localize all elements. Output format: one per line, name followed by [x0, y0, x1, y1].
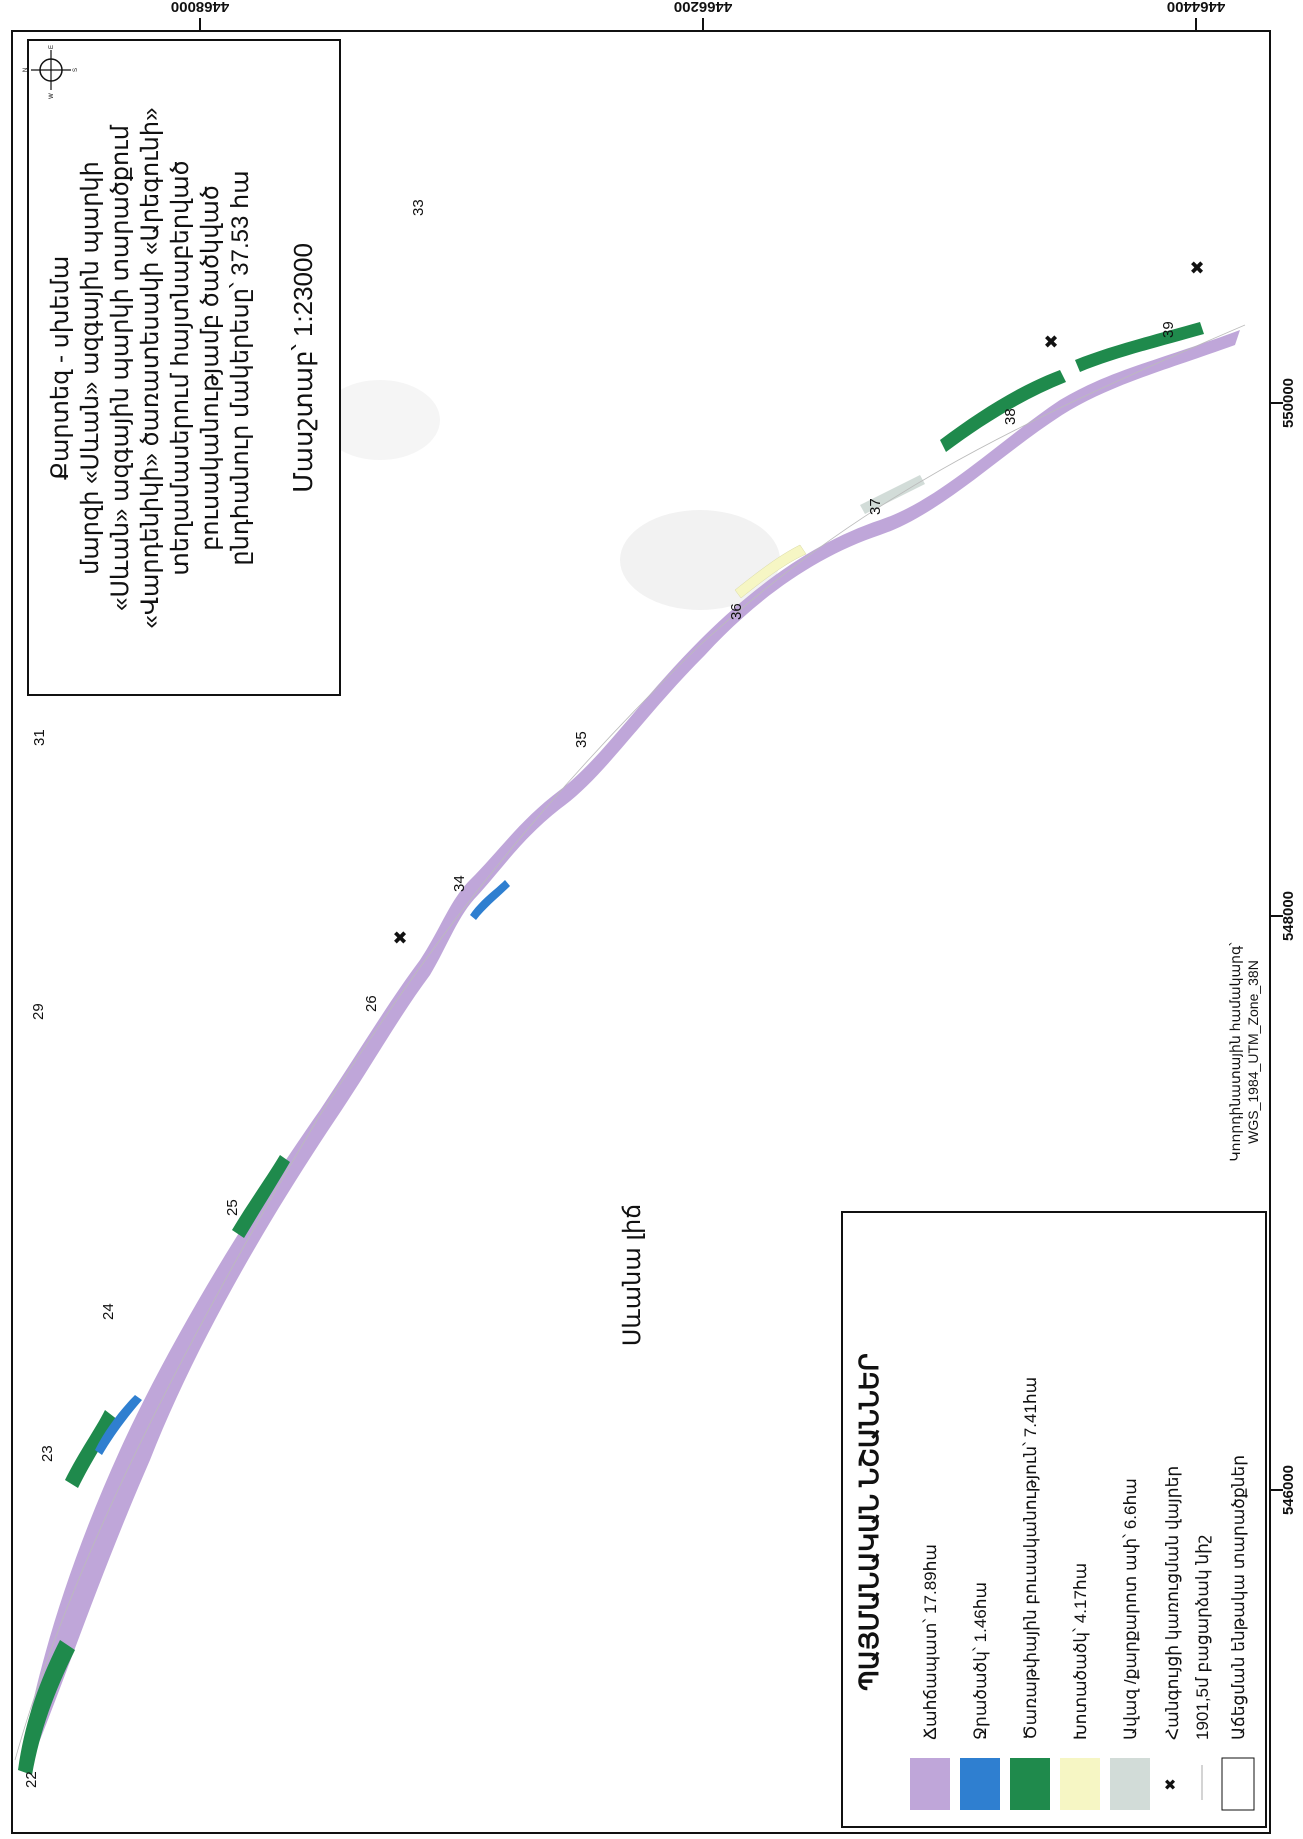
- legend-swatch-sand: [1110, 1758, 1150, 1810]
- grass-area: [734, 544, 807, 599]
- northing-label-2: 4466200: [674, 0, 732, 15]
- plot-number: 37: [867, 498, 884, 515]
- legend-label: Ավազ /քարքարոտ ափ՝ 6.6հա: [1121, 1478, 1140, 1740]
- north-arrow-icon: N E S W: [23, 45, 79, 99]
- legend-label: 1901,5մ բացարձակ նիշ: [1193, 1535, 1212, 1740]
- legend-label: Հանգույցի կառուցման վայրեր: [1163, 1466, 1182, 1740]
- plot-number: 24: [100, 1303, 117, 1320]
- title-line: Քարտեզ - սխեմա: [47, 256, 74, 480]
- plot-number: 25: [224, 1199, 241, 1216]
- projection-line: WGS_1984_UTM_Zone_38N: [1245, 960, 1261, 1144]
- legend-swatch-water: [960, 1758, 1000, 1810]
- easting-label-3: 550000: [1280, 378, 1297, 428]
- legend-swatch-grass: [1060, 1758, 1100, 1810]
- sand-shore-area: [860, 475, 925, 514]
- plot-number: 38: [1002, 408, 1019, 425]
- plot-number: 39: [1160, 321, 1177, 338]
- legend-label: Աճեցման ենթակա տարածքներ: [1229, 1455, 1248, 1740]
- legend-label: Ջրածածկ՝ 1.46հա: [971, 1582, 990, 1740]
- legend-swatch-empty: [1221, 1757, 1255, 1811]
- plot-number: 22: [23, 1771, 40, 1788]
- title-box: Քարտեզ - սխեմա մարզի «Սևան» ազգային պարկ…: [27, 39, 341, 696]
- compass-letter: E: [49, 45, 55, 49]
- title-line: ընդհանուր մակերեսը՝ 37.53 հա: [227, 170, 254, 565]
- plot-number: 33: [410, 199, 427, 216]
- title-line: տեղամասերում հայտնաբերված: [167, 160, 194, 575]
- x-mark-icon: ✖: [392, 928, 407, 948]
- plot-number: 34: [451, 875, 468, 892]
- plot-number: 23: [39, 1445, 56, 1462]
- water-covered-area: [470, 880, 510, 920]
- shrub-vegetation-area: [940, 370, 1066, 452]
- plot-number: 36: [728, 603, 745, 620]
- shrub-vegetation-area: [1075, 322, 1204, 372]
- plot-number: 29: [30, 1003, 47, 1020]
- title-line: բուսականությամբ ծածկված: [197, 185, 224, 551]
- legend-label: Ճահճապատ՝ 17.89հա: [921, 1544, 940, 1740]
- lake-label: Սևանա լիճ: [619, 1204, 646, 1347]
- map-frame: [11, 30, 1271, 1834]
- water-covered-area: [95, 1395, 142, 1455]
- background-texture: [320, 380, 440, 460]
- legend-box: ՊԱՅՄԱՆԱԿԱՆ ՆՇԱՆՆԵՐ Ճահճապատ՝ 17.89հա Ջրա…: [841, 1211, 1267, 1828]
- northing-label-3: 4464400: [1167, 0, 1225, 15]
- legend-label: Ծառաթփային բուսականություն՝ 7.41հա: [1021, 1377, 1040, 1740]
- background-texture: [620, 510, 780, 610]
- title-line: «Վարդենիկի» ծառատեսակի «Արեգունի»: [137, 108, 164, 629]
- legend-label: Խոտածածկ՝ 4.17հա: [1071, 1563, 1090, 1740]
- legend-swatch-wetland: [910, 1758, 950, 1810]
- shrub-vegetation-area: [18, 1640, 75, 1775]
- elevation-line: [14, 324, 1246, 1761]
- compass-letter: S: [73, 68, 79, 72]
- title-line: մարզի «Սևան» ազգային պարկի: [77, 161, 104, 575]
- shrub-vegetation-area: [65, 1410, 118, 1488]
- easting-label-1: 546000: [1280, 1465, 1297, 1515]
- northing-label-1: 4468000: [171, 0, 229, 15]
- title-line: «Սևան» ազգային պարկի տարածքում: [107, 124, 134, 611]
- plot-number: 35: [573, 731, 590, 748]
- plot-number: 26: [363, 995, 380, 1012]
- compass-letter: N: [23, 68, 29, 72]
- compass-letter: W: [49, 93, 55, 99]
- legend-title: ՊԱՅՄԱՆԱԿԱՆ ՆՇԱՆՆԵՐ: [854, 1353, 884, 1691]
- x-mark-icon: ✖: [1189, 258, 1204, 278]
- scale-label: Մասշտաբ՝ 1:23000: [288, 243, 318, 493]
- x-mark-icon: ✖: [1043, 332, 1058, 352]
- shrub-vegetation-area: [232, 1155, 290, 1238]
- projection-line: Կոորդինատային համակարգ՝: [1227, 942, 1243, 1162]
- plot-number: 31: [31, 729, 48, 746]
- x-mark-icon: ✖: [1164, 1777, 1177, 1794]
- legend-swatch-shrub: [1010, 1758, 1050, 1810]
- easting-label-2: 548000: [1280, 891, 1297, 941]
